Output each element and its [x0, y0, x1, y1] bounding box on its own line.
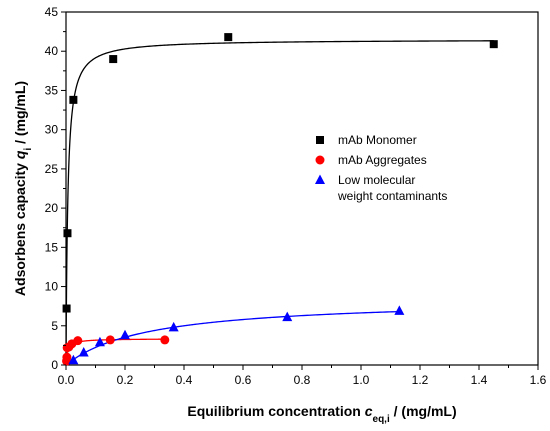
data-point: [120, 329, 130, 340]
fit-curve: [65, 310, 400, 366]
y-tick-label: 40: [45, 44, 59, 58]
legend-label: mAb Monomer: [338, 133, 417, 147]
data-point: [94, 336, 105, 347]
y-axis-title: Adsorbens capacity qi / (mg/mL): [12, 81, 34, 296]
y-axis-title-main: Adsorbens capacity: [12, 159, 28, 296]
y-tick-label: 0: [51, 358, 58, 372]
y-axis-title-var: q: [12, 150, 28, 159]
y-axis-ticks: 0 5 10 15 20 25 30 35 40 45: [45, 5, 66, 372]
x-tick-label: 0.8: [294, 373, 311, 387]
data-point: [282, 311, 293, 322]
y-tick-label: 5: [51, 319, 58, 333]
data-point: [69, 95, 78, 104]
legend-label: weight contaminants: [337, 189, 447, 203]
data-point: [224, 33, 233, 42]
y-axis-title-sub: i: [23, 148, 34, 151]
y-tick-label: 25: [45, 162, 59, 176]
data-point: [105, 335, 115, 345]
x-axis-title-main: Equilibrium concentration: [187, 403, 364, 419]
data-point: [62, 304, 71, 313]
legend-marker: [315, 174, 325, 184]
x-axis-title: Equilibrium concentration ceq,i / (mg/mL…: [187, 403, 456, 425]
x-tick-label: 0.0: [58, 373, 75, 387]
x-axis-title-unit: / (mg/mL): [390, 403, 457, 419]
plot-frame: [65, 11, 539, 366]
y-tick-label: 15: [45, 240, 59, 254]
data-point: [68, 354, 79, 365]
x-tick-label: 1.0: [353, 373, 370, 387]
data-point: [62, 352, 72, 362]
data-point: [78, 346, 89, 357]
data-markers: [62, 33, 498, 366]
y-tick-label: 30: [45, 123, 59, 137]
y-tick-label: 20: [45, 201, 59, 215]
data-point: [73, 336, 83, 346]
x-axis-title-var: c: [365, 403, 373, 419]
legend-label: mAb Aggregates: [338, 153, 427, 167]
x-tick-label: 0.2: [117, 373, 134, 387]
y-tick-label: 45: [45, 5, 59, 19]
plot-border: [65, 11, 539, 366]
legend: mAb Monomer mAb Aggregates Low molecular we…: [315, 133, 447, 203]
x-tick-label: 1.4: [471, 373, 488, 387]
data-point: [63, 229, 72, 238]
y-tick-label: 10: [45, 280, 59, 294]
data-point: [168, 321, 179, 332]
data-point: [489, 40, 498, 49]
x-tick-label: 1.2: [412, 373, 429, 387]
legend-label: Low molecular: [338, 173, 415, 187]
data-point: [109, 55, 118, 64]
data-point: [160, 335, 170, 345]
legend-marker: [316, 136, 324, 144]
y-axis-title-unit: / (mg/mL): [12, 81, 28, 148]
y-tick-label: 35: [45, 83, 59, 97]
x-tick-label: 0.6: [235, 373, 252, 387]
legend-marker: [315, 155, 325, 165]
x-axis-title-sub: eq,i: [373, 414, 390, 425]
x-tick-label: 0.4: [176, 373, 193, 387]
x-tick-label: 1.6: [530, 373, 547, 387]
data-point: [394, 305, 405, 315]
x-axis-ticks: 0.0 0.2 0.4 0.6 0.8 1.0 1.2 1.4 1.6: [58, 365, 547, 387]
